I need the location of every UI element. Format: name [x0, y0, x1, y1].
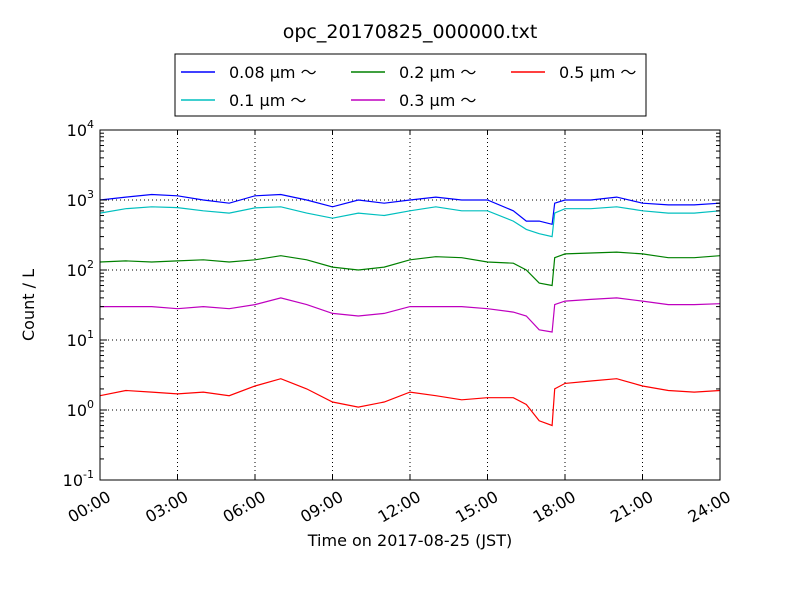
legend-frame [174, 53, 647, 117]
series-line-5 [99, 378, 721, 427]
chart-title: opc_20170825_000000.txt [283, 21, 538, 43]
y-tick-label: 10-1 [63, 468, 94, 490]
series-line-4 [100, 297, 721, 333]
y-axis-label: Count / L [19, 269, 38, 341]
series-line-2 [99, 206, 721, 238]
y-tick-label: 101 [67, 328, 94, 350]
legend-label-2: 0.1 μm ～ [229, 91, 306, 110]
legend-label-4: 0.3 μm ～ [399, 91, 476, 110]
legend-label-1: 0.08 μm ～ [229, 63, 317, 82]
series-line-3 [99, 251, 721, 287]
y-tick-label: 104 [67, 118, 94, 140]
series-group [99, 193, 721, 427]
y-tick-label: 100 [67, 398, 94, 420]
y-axis: 10-1 100 101 102 103 104 [63, 118, 720, 490]
legend-label-3: 0.2 μm ～ [399, 63, 476, 82]
legend-label-5: 0.5 μm ～ [559, 63, 636, 82]
y-tick-label: 102 [67, 258, 94, 280]
grid [100, 130, 720, 480]
x-axis-label: Time on 2017-08-25 (JST) [307, 531, 512, 550]
series-line-1 [99, 193, 721, 226]
y-tick-label: 103 [67, 188, 94, 210]
legend: 0.08 μm ～ 0.1 μm ～ 0.2 μm ～ 0.3 μm ～ 0.5 μm … [174, 53, 647, 117]
